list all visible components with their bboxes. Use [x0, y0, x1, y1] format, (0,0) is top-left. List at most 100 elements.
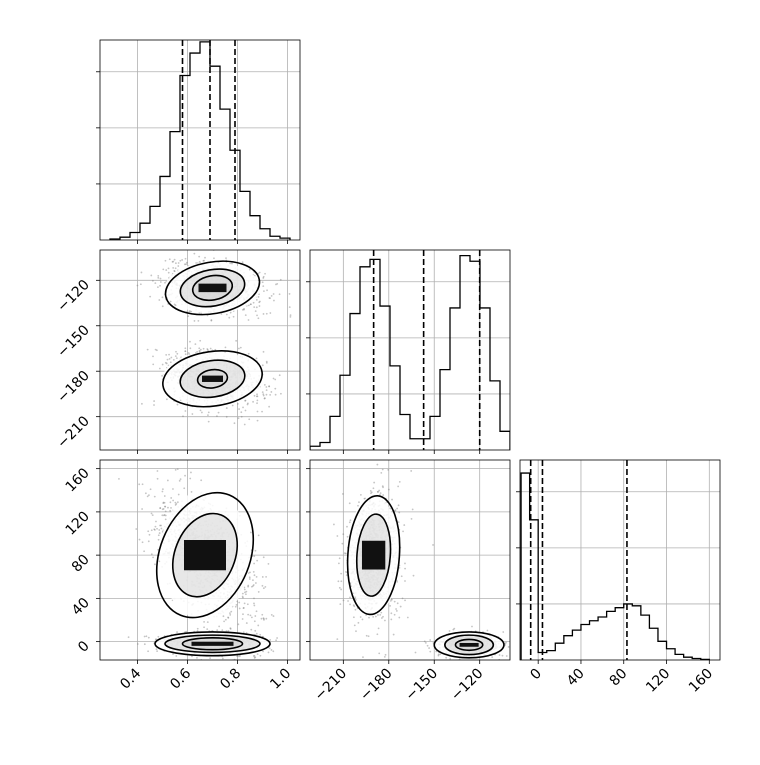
scatter-point — [396, 508, 398, 510]
scatter-point — [262, 650, 264, 652]
scatter-point — [358, 622, 360, 624]
scatter-point — [170, 361, 172, 363]
scatter-point — [394, 601, 396, 603]
scatter-point — [150, 275, 152, 277]
scatter-point — [172, 261, 174, 263]
scatter-point — [398, 617, 400, 619]
scatter-point — [158, 529, 160, 531]
y-tick-label: −180 — [54, 368, 93, 407]
scatter-point — [342, 493, 344, 495]
x-tick-label: 0.8 — [217, 666, 244, 693]
scatter-point — [259, 305, 261, 307]
scatter-point — [201, 412, 203, 414]
scatter-point — [403, 524, 405, 526]
scatter-point — [382, 486, 384, 488]
scatter-point — [248, 418, 250, 420]
scatter-point — [141, 403, 143, 405]
scatter-point — [404, 580, 406, 582]
scatter-point — [177, 468, 179, 470]
scatter-point — [152, 514, 154, 516]
scatter-point — [344, 552, 346, 554]
scatter-point — [176, 353, 178, 355]
scatter-point — [175, 351, 177, 353]
scatter-point — [262, 364, 264, 366]
scatter-point — [336, 638, 338, 640]
scatter-point — [142, 483, 144, 485]
scatter-point — [148, 540, 150, 542]
scatter-point — [256, 633, 258, 635]
scatter-point — [218, 626, 220, 628]
scatter-point — [169, 358, 171, 360]
scatter-point — [174, 259, 176, 261]
scatter-point — [413, 575, 415, 577]
scatter-point — [172, 653, 174, 655]
scatter-point — [242, 618, 244, 620]
scatter-point — [185, 353, 187, 355]
scatter-point — [160, 278, 162, 280]
scatter-point — [184, 410, 186, 412]
scatter-point — [275, 284, 277, 286]
scatter-point — [245, 410, 247, 412]
scatter-point — [177, 404, 179, 406]
scatter-point — [147, 495, 149, 497]
scatter-point — [387, 469, 389, 471]
scatter-point — [252, 579, 254, 581]
scatter-point — [189, 341, 191, 343]
scatter-point — [140, 283, 142, 285]
scatter-point — [266, 313, 268, 315]
scatter-point — [289, 306, 291, 308]
scatter-point — [279, 293, 281, 295]
scatter-point — [269, 312, 271, 314]
scatter-point — [147, 349, 149, 351]
scatter-point — [240, 411, 242, 413]
scatter-point — [253, 555, 255, 557]
scatter-point — [165, 362, 167, 364]
scatter-point — [199, 340, 201, 342]
scatter-point — [269, 639, 271, 641]
scatter-point — [165, 260, 167, 262]
scatter-point — [138, 483, 140, 485]
scatter-point — [247, 603, 249, 605]
scatter-point — [245, 314, 247, 316]
panel-p11 — [306, 250, 510, 454]
scatter-point — [343, 599, 345, 601]
scatter-point — [396, 610, 398, 612]
scatter-point — [229, 614, 231, 616]
scatter-point — [152, 280, 154, 282]
scatter-point — [200, 479, 202, 481]
scatter-point — [280, 279, 282, 281]
scatter-point — [141, 272, 143, 274]
scatter-point — [341, 543, 343, 545]
scatter-point — [353, 604, 355, 606]
scatter-point — [266, 394, 268, 396]
scatter-point — [149, 534, 151, 536]
scatter-point — [156, 528, 158, 530]
scatter-point — [208, 421, 210, 423]
scatter-point — [198, 256, 200, 258]
scatter-point — [151, 513, 153, 515]
scatter-point — [182, 415, 184, 417]
scatter-point — [340, 589, 342, 591]
scatter-point — [223, 615, 225, 617]
scatter-point — [169, 501, 171, 503]
scatter-point — [207, 414, 209, 416]
scatter-point — [236, 604, 238, 606]
scatter-point — [250, 629, 252, 631]
scatter-point — [254, 395, 256, 397]
scatter-point — [399, 481, 401, 483]
panel-p21: −210−180−150−120 — [306, 460, 520, 704]
scatter-point — [207, 621, 209, 623]
scatter-point — [289, 293, 291, 295]
scatter-point — [240, 347, 242, 349]
scatter-point — [360, 494, 362, 496]
scatter-point — [385, 654, 387, 656]
scatter-point — [145, 635, 147, 637]
scatter-point — [172, 500, 174, 502]
scatter-point — [235, 340, 237, 342]
scatter-point — [259, 634, 261, 636]
scatter-point — [253, 563, 255, 565]
scatter-point — [244, 424, 246, 426]
scatter-point — [390, 612, 392, 614]
scatter-point — [254, 615, 256, 617]
scatter-point — [165, 451, 167, 453]
